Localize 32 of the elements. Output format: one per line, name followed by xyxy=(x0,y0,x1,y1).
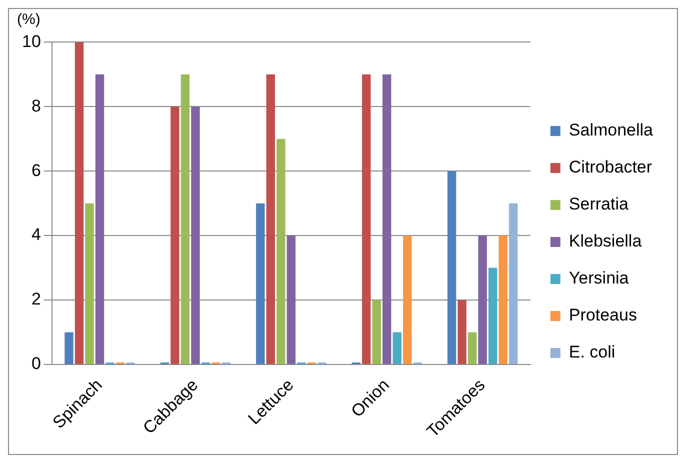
bar xyxy=(180,74,190,364)
bar xyxy=(74,42,84,364)
y-axis-title: (%) xyxy=(17,11,40,28)
y-tick-label: 2 xyxy=(31,290,41,309)
y-tick-label: 0 xyxy=(31,354,41,374)
bar xyxy=(266,74,276,364)
legend-label: Klebsiella xyxy=(568,232,642,251)
legend-label: Salmonella xyxy=(568,120,654,140)
legend-label: E. coli xyxy=(568,342,616,362)
y-tick-label: 8 xyxy=(31,96,41,116)
legend-label: Yersinia xyxy=(568,268,630,288)
y-tick-label: 10 xyxy=(22,32,41,51)
bar xyxy=(95,74,104,364)
bar xyxy=(478,236,487,364)
legend-label: Serratia xyxy=(568,194,629,214)
bar xyxy=(447,171,456,364)
bar xyxy=(508,203,518,364)
bar xyxy=(362,74,371,364)
bar xyxy=(276,138,286,364)
bar xyxy=(170,106,180,364)
y-tick-label: 6 xyxy=(31,160,41,180)
y-tick-label: 4 xyxy=(31,225,41,244)
legend-label: Citrobacter xyxy=(568,158,652,177)
bar xyxy=(382,74,392,364)
bar xyxy=(191,106,200,364)
bar xyxy=(85,203,94,364)
bar xyxy=(488,268,498,364)
legend-label: Proteaus xyxy=(568,306,637,325)
bar xyxy=(498,236,508,364)
bar xyxy=(403,236,412,364)
bar xyxy=(256,203,265,364)
bar xyxy=(286,236,296,364)
